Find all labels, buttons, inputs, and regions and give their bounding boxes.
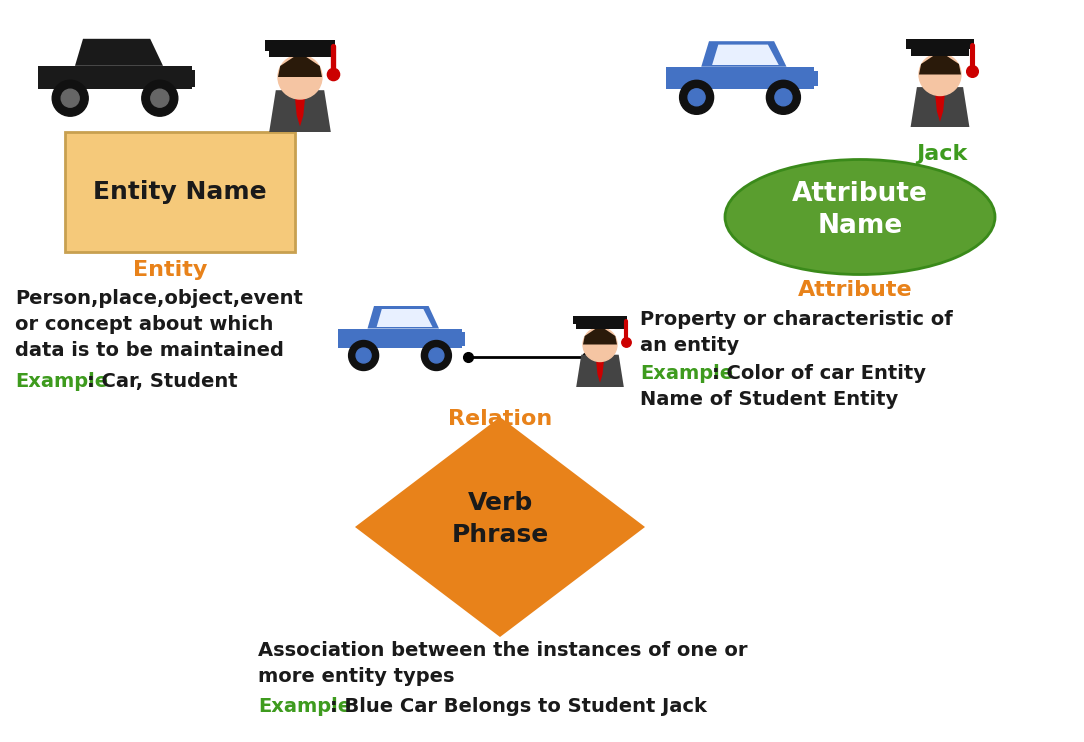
- FancyBboxPatch shape: [65, 132, 295, 252]
- Circle shape: [429, 348, 444, 363]
- FancyBboxPatch shape: [911, 48, 969, 56]
- Text: or concept about which: or concept about which: [15, 315, 273, 334]
- Circle shape: [919, 53, 962, 96]
- Text: Attribute
Name: Attribute Name: [792, 181, 928, 239]
- Text: an entity: an entity: [640, 336, 739, 355]
- Polygon shape: [269, 91, 331, 132]
- FancyBboxPatch shape: [906, 39, 973, 49]
- Circle shape: [52, 80, 88, 116]
- Polygon shape: [295, 93, 306, 126]
- Text: Attribute: Attribute: [798, 280, 913, 300]
- Circle shape: [422, 341, 451, 370]
- Text: Person,place,object,event: Person,place,object,event: [15, 289, 302, 308]
- Polygon shape: [911, 87, 969, 127]
- Text: Example: Example: [640, 364, 733, 383]
- Text: Verb
Phrase: Verb Phrase: [451, 491, 549, 547]
- Polygon shape: [934, 91, 945, 122]
- Text: : Color of car Entity: : Color of car Entity: [712, 364, 926, 383]
- Polygon shape: [701, 42, 787, 67]
- Polygon shape: [376, 309, 433, 327]
- Polygon shape: [38, 66, 192, 89]
- Circle shape: [142, 80, 178, 116]
- Text: Example: Example: [258, 697, 351, 716]
- Polygon shape: [583, 326, 617, 344]
- Polygon shape: [919, 51, 962, 74]
- Circle shape: [151, 89, 169, 107]
- Circle shape: [349, 341, 378, 370]
- Circle shape: [357, 348, 371, 363]
- Circle shape: [775, 89, 792, 106]
- Text: : Blue Car Belongs to Student Jack: : Blue Car Belongs to Student Jack: [330, 697, 707, 716]
- FancyBboxPatch shape: [182, 70, 195, 87]
- FancyBboxPatch shape: [572, 315, 628, 324]
- Text: Property or characteristic of: Property or characteristic of: [640, 310, 953, 329]
- FancyBboxPatch shape: [577, 324, 623, 329]
- Polygon shape: [712, 45, 778, 65]
- Text: Jack: Jack: [916, 144, 968, 164]
- Polygon shape: [367, 306, 439, 329]
- FancyBboxPatch shape: [264, 39, 335, 50]
- Circle shape: [766, 80, 800, 114]
- Text: : Car, Student: : Car, Student: [87, 372, 237, 391]
- Text: Entity Name: Entity Name: [93, 180, 267, 204]
- Polygon shape: [337, 329, 463, 348]
- Text: Entity: Entity: [133, 260, 207, 280]
- Text: Relation: Relation: [448, 409, 552, 429]
- Circle shape: [688, 89, 705, 106]
- Text: more entity types: more entity types: [258, 667, 454, 686]
- FancyBboxPatch shape: [805, 71, 817, 86]
- Polygon shape: [577, 355, 623, 387]
- FancyBboxPatch shape: [269, 50, 331, 57]
- Circle shape: [680, 80, 713, 114]
- Polygon shape: [666, 67, 814, 89]
- Polygon shape: [75, 39, 163, 66]
- Text: Name of Student Entity: Name of Student Entity: [640, 390, 899, 409]
- Text: data is to be maintained: data is to be maintained: [15, 341, 284, 360]
- Text: Association between the instances of one or: Association between the instances of one…: [258, 641, 748, 660]
- Polygon shape: [596, 357, 604, 383]
- Circle shape: [583, 327, 617, 361]
- Text: Example: Example: [15, 372, 108, 391]
- Circle shape: [61, 89, 79, 107]
- Ellipse shape: [725, 160, 995, 275]
- Circle shape: [278, 55, 322, 99]
- FancyBboxPatch shape: [454, 332, 465, 346]
- Polygon shape: [354, 417, 645, 637]
- Polygon shape: [278, 53, 322, 77]
